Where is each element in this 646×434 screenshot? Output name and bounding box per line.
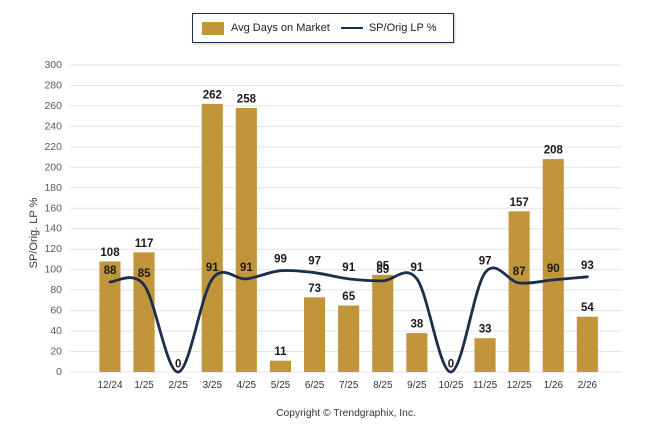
svg-text:208: 208	[544, 145, 564, 157]
svg-text:38: 38	[411, 319, 424, 331]
svg-text:258: 258	[237, 94, 257, 106]
svg-text:120: 120	[44, 243, 62, 255]
svg-text:91: 91	[240, 262, 253, 274]
svg-text:99: 99	[274, 254, 287, 266]
svg-text:88: 88	[104, 265, 117, 277]
svg-text:7/25: 7/25	[339, 380, 359, 391]
svg-text:12/24: 12/24	[97, 380, 122, 391]
svg-text:33: 33	[479, 324, 492, 336]
svg-text:2/25: 2/25	[168, 380, 188, 391]
svg-text:157: 157	[510, 197, 529, 209]
svg-text:3/25: 3/25	[203, 380, 223, 391]
svg-text:140: 140	[44, 223, 62, 235]
svg-text:11/25: 11/25	[473, 380, 498, 391]
svg-text:12/25: 12/25	[507, 380, 532, 391]
svg-text:100: 100	[44, 264, 62, 276]
svg-text:93: 93	[581, 260, 594, 272]
svg-text:85: 85	[138, 268, 151, 280]
svg-text:11: 11	[274, 346, 287, 358]
svg-text:91: 91	[342, 262, 355, 274]
svg-text:54: 54	[581, 302, 594, 314]
svg-text:108: 108	[100, 247, 120, 259]
svg-text:80: 80	[50, 284, 62, 296]
svg-text:1/26: 1/26	[544, 380, 564, 391]
svg-text:60: 60	[50, 305, 62, 317]
svg-text:91: 91	[206, 262, 219, 274]
svg-text:300: 300	[44, 59, 62, 71]
svg-text:280: 280	[44, 80, 62, 92]
svg-text:97: 97	[479, 256, 492, 268]
svg-text:89: 89	[376, 264, 389, 276]
svg-text:87: 87	[513, 266, 526, 278]
svg-text:73: 73	[308, 283, 321, 295]
svg-text:117: 117	[135, 238, 154, 250]
svg-text:4/25: 4/25	[237, 380, 257, 391]
svg-text:160: 160	[44, 202, 62, 214]
svg-text:0: 0	[56, 366, 62, 378]
svg-text:0: 0	[448, 359, 454, 371]
svg-text:240: 240	[44, 120, 62, 132]
svg-text:0: 0	[175, 359, 181, 371]
svg-text:10/25: 10/25	[438, 380, 463, 391]
svg-text:5/25: 5/25	[271, 380, 291, 391]
svg-text:97: 97	[308, 256, 321, 268]
svg-text:260: 260	[44, 100, 62, 112]
svg-text:8/25: 8/25	[373, 380, 393, 391]
svg-text:2/26: 2/26	[578, 380, 598, 391]
svg-text:200: 200	[44, 161, 62, 173]
svg-text:220: 220	[44, 141, 62, 153]
svg-text:20: 20	[50, 346, 62, 358]
svg-text:91: 91	[411, 262, 424, 274]
svg-text:9/25: 9/25	[407, 380, 427, 391]
svg-text:40: 40	[50, 325, 62, 337]
svg-text:90: 90	[547, 263, 560, 275]
svg-text:180: 180	[44, 182, 62, 194]
svg-text:65: 65	[342, 291, 355, 303]
svg-text:1/25: 1/25	[134, 380, 154, 391]
svg-text:6/25: 6/25	[305, 380, 325, 391]
svg-text:262: 262	[203, 89, 222, 101]
